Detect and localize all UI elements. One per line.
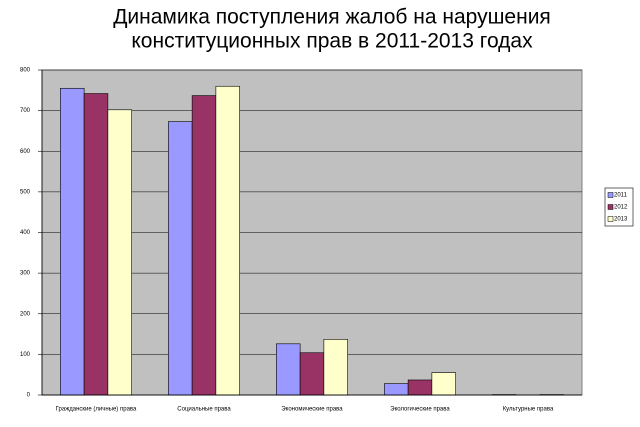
bar [323, 339, 348, 396]
chart-title: конституционных прав в 2011-2013 годах [131, 30, 533, 53]
x-tick-label: Гражданские (личные) права [56, 407, 137, 413]
y-tick-label: 300 [20, 271, 31, 277]
legend-swatch [607, 204, 614, 210]
bar [168, 121, 193, 396]
bar [60, 87, 85, 396]
bar [215, 85, 240, 396]
x-tick-label: Экономические права [281, 407, 343, 413]
bar [431, 372, 456, 396]
bar [384, 383, 409, 396]
y-tick-label: 200 [20, 311, 31, 317]
y-tick-label: 400 [20, 230, 31, 236]
y-tick-label: 500 [20, 189, 31, 195]
bar [299, 352, 325, 396]
bar [107, 109, 132, 396]
y-tick-label: 100 [20, 352, 31, 358]
bar [83, 93, 109, 396]
bar [191, 95, 217, 396]
legend-label: 2012 [614, 205, 628, 211]
y-tick-label: 0 [27, 393, 31, 399]
bar [407, 379, 433, 396]
chart-title: Динамика поступления жалоб на нарушения [113, 6, 551, 29]
x-tick-label: Экологические права [390, 407, 450, 413]
y-tick-label: 700 [20, 108, 31, 114]
bar [276, 343, 301, 396]
legend-label: 2013 [614, 217, 628, 223]
x-tick-label: Социальные права [177, 407, 231, 413]
legend-label: 2011 [614, 193, 628, 199]
legend-swatch [607, 192, 614, 198]
legend-swatch [607, 216, 614, 222]
y-tick-label: 800 [20, 68, 31, 74]
x-tick-label: Культурные права [503, 407, 554, 413]
y-tick-label: 600 [20, 149, 31, 155]
